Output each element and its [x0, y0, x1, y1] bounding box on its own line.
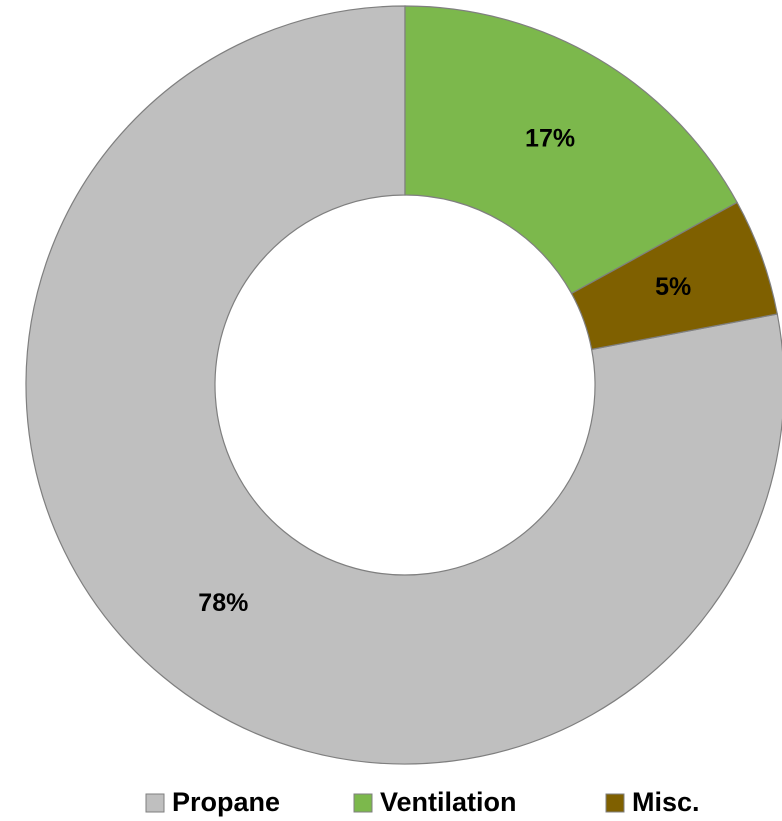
legend-swatch	[605, 793, 625, 813]
legend-label: Misc.	[632, 787, 700, 817]
value-label: 17%	[525, 124, 575, 152]
legend-label: Propane	[172, 787, 280, 817]
legend-swatch	[353, 793, 373, 813]
donut-segment	[25, 5, 782, 765]
legend-label: Ventilation	[380, 787, 517, 817]
donut-segment	[570, 201, 778, 351]
legend-swatch	[145, 793, 165, 813]
value-label: 5%	[655, 273, 691, 301]
value-label: 78%	[198, 589, 248, 617]
donut-segment	[404, 5, 738, 295]
